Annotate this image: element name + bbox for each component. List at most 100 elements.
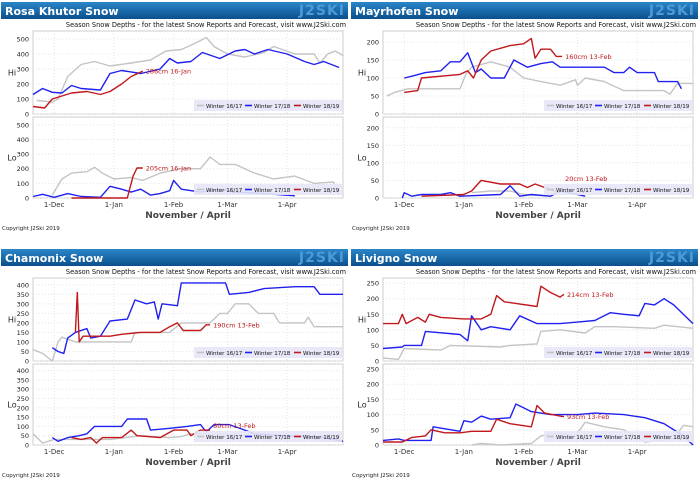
y-tick-label: 100 — [367, 159, 379, 167]
copyright: Copyright J2Ski 2019 — [2, 226, 60, 232]
legend-label: Winter 16/17 — [556, 435, 593, 441]
legend-label: Winter 17/18 — [254, 351, 291, 357]
value-annotation: 205cm 16-Jan — [146, 165, 191, 173]
y-tick-label: 500 — [17, 121, 29, 129]
y-tick-label: 100 — [17, 96, 29, 104]
y-axis-label: Lo — [7, 401, 16, 410]
y-tick-label: 200 — [17, 81, 29, 89]
value-annotation: 160cm 13-Feb — [565, 53, 612, 61]
y-tick-label: 0 — [25, 195, 29, 203]
series-line-winter-18-19 — [32, 70, 144, 109]
x-tick-label: 1-Feb — [514, 448, 534, 456]
legend: Winter 16/17 Winter 17/18 Winter 18/19 — [544, 347, 692, 358]
legend: Winter 16/17 Winter 17/18 Winter 18/19 — [544, 100, 692, 111]
y-tick-label: 150 — [367, 142, 379, 150]
j2ski-logo: J2SKI — [648, 3, 695, 19]
legend-label: Winter 16/17 — [206, 188, 243, 194]
chart-title: Livigno Snow — [355, 252, 437, 265]
y-tick-label: 500 — [17, 36, 29, 44]
value-annotation: 190cm 13-Feb — [213, 321, 260, 329]
y-tick-label: 200 — [367, 381, 379, 389]
y-tick-label: 100 — [367, 75, 379, 83]
legend-label: Winter 18/19 — [303, 188, 340, 194]
y-axis-label: Lo — [7, 154, 16, 163]
series-line-winter-18-19 — [74, 291, 211, 343]
chart-title: Mayrhofen Snow — [355, 5, 458, 18]
legend-box — [194, 431, 342, 442]
legend: Winter 16/17 Winter 17/18 Winter 18/19 — [194, 184, 342, 195]
legend: Winter 16/17 Winter 17/18 Winter 18/19 — [544, 184, 692, 195]
y-tick-label: 200 — [17, 404, 29, 412]
y-tick-label: 300 — [17, 300, 29, 308]
legend-label: Winter 17/18 — [604, 351, 641, 357]
y-tick-label: 200 — [367, 124, 379, 132]
x-tick-label: 1-Apr — [628, 448, 647, 456]
x-tick-label: 1-Mar — [217, 201, 237, 209]
copyright: Copyright J2Ski 2019 — [352, 473, 410, 479]
y-tick-label: 0 — [375, 111, 379, 119]
legend-box — [544, 100, 692, 111]
legend-label: Winter 18/19 — [303, 435, 340, 441]
x-tick-label: 1-Mar — [217, 448, 237, 456]
x-tick-label: 1-Apr — [278, 448, 297, 456]
x-axis-label: November / April — [145, 458, 231, 468]
value-annotation: 93cm 13-Feb — [567, 413, 609, 421]
series-line-winter-18-19 — [404, 37, 563, 94]
snow-chart: Rosa Khutor Snow J2SKI Season Snow Depths … — [1, 2, 348, 232]
series-line-winter-17-18 — [404, 52, 683, 90]
value-annotation: 286cm 16-Jan — [146, 68, 191, 76]
y-axis-label: Hi — [358, 316, 366, 325]
copyright: Copyright J2Ski 2019 — [2, 473, 60, 479]
x-tick-label: 1-Apr — [628, 201, 647, 209]
series-line-winter-16-17 — [51, 156, 340, 196]
chart-title: Rosa Khutor Snow — [5, 5, 119, 18]
x-tick-label: 1-Mar — [567, 448, 587, 456]
copyright: Copyright J2Ski 2019 — [352, 226, 410, 232]
y-tick-label: 100 — [17, 180, 29, 188]
x-tick-label: 1-Dec — [394, 448, 415, 456]
y-tick-label: 150 — [17, 414, 29, 422]
chart-subtitle: Season Snow Depths - for the latest Snow… — [416, 21, 696, 29]
y-tick-label: 150 — [367, 57, 379, 65]
y-tick-label: 50 — [21, 348, 29, 356]
x-tick-label: 1-Apr — [278, 201, 297, 209]
legend-box — [544, 184, 692, 195]
snow-chart: Livigno Snow J2SKI Season Snow Depths - fo… — [351, 249, 698, 479]
header-bar — [1, 249, 348, 266]
legend-label: Winter 16/17 — [206, 435, 243, 441]
y-tick-label: 250 — [367, 280, 379, 288]
y-tick-label: 250 — [17, 395, 29, 403]
y-tick-label: 400 — [17, 136, 29, 144]
legend-label: Winter 16/17 — [206, 104, 243, 110]
chart-panel: Mayrhofen Snow J2SKI Season Snow Depths - … — [350, 0, 700, 246]
legend-box — [194, 184, 342, 195]
y-tick-label: 300 — [17, 386, 29, 394]
legend-label: Winter 16/17 — [206, 351, 243, 357]
series-line-winter-18-19 — [383, 404, 565, 443]
series-line-winter-17-18 — [382, 298, 694, 350]
legend-label: Winter 17/18 — [604, 104, 641, 110]
chart-title: Chamonix Snow — [5, 252, 103, 265]
legend-label: Winter 17/18 — [254, 104, 291, 110]
chart-panel: Livigno Snow J2SKI Season Snow Depths - fo… — [350, 247, 700, 493]
y-tick-label: 200 — [367, 295, 379, 303]
y-tick-label: 250 — [367, 366, 379, 374]
chart-panel: Chamonix Snow J2SKI Season Snow Depths - f… — [0, 247, 350, 493]
series-line-winter-18-19 — [71, 429, 211, 444]
legend-box — [544, 347, 692, 358]
y-tick-label: 100 — [17, 423, 29, 431]
y-tick-label: 350 — [17, 291, 29, 299]
legend-label: Winter 17/18 — [604, 188, 641, 194]
legend: Winter 16/17 Winter 17/18 Winter 18/19 — [544, 431, 692, 442]
y-tick-label: 150 — [367, 311, 379, 319]
legend-label: Winter 17/18 — [604, 435, 641, 441]
x-tick-label: 1-Dec — [44, 201, 65, 209]
series-line-winter-18-19 — [71, 167, 143, 199]
x-axis-label: November / April — [145, 211, 231, 221]
legend-label: Winter 16/17 — [556, 188, 593, 194]
legend: Winter 16/17 Winter 17/18 Winter 18/19 — [194, 347, 342, 358]
x-tick-label: 1-Feb — [514, 201, 534, 209]
y-tick-label: 0 — [375, 195, 379, 203]
y-tick-label: 150 — [367, 396, 379, 404]
